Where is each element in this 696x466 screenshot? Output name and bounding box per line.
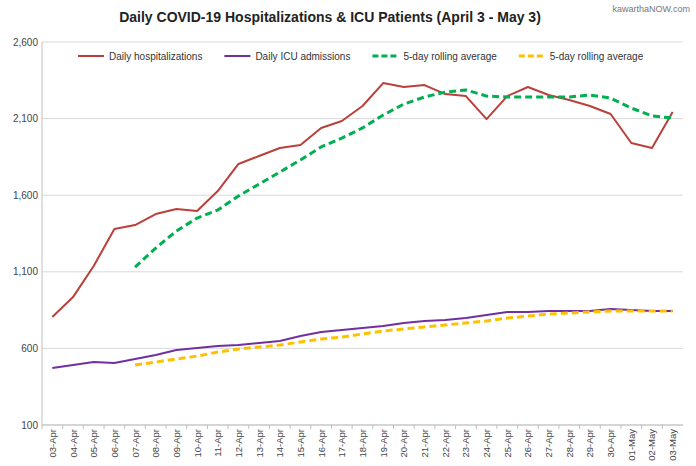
x-tick: [310, 425, 311, 429]
x-tick: [496, 425, 497, 429]
x-tick-label: 27-Apr: [543, 429, 554, 458]
x-tick-label: 11-Apr: [212, 429, 223, 457]
legend-label: Daily ICU admissions: [255, 51, 350, 62]
x-tick-label: 25-Apr: [502, 429, 513, 458]
x-tick: [104, 425, 105, 429]
y-tick-label: 1,600: [13, 190, 38, 201]
x-tick: [166, 425, 167, 429]
x-tick: [393, 425, 394, 429]
x-tick: [228, 425, 229, 429]
x-tick-label: 17-Apr: [336, 429, 347, 458]
y-axis: [42, 42, 43, 425]
x-tick: [186, 425, 187, 429]
x-tick-label: 08-Apr: [150, 429, 161, 458]
x-axis: [42, 425, 683, 426]
x-tick-label: 04-Apr: [68, 429, 79, 458]
x-tick: [83, 425, 84, 429]
x-tick-label: 18-Apr: [357, 429, 368, 458]
y-tick-label: 600: [21, 343, 38, 354]
x-tick-label: 16-Apr: [316, 429, 327, 458]
plot-area: [52, 83, 672, 368]
x-tick: [662, 425, 663, 429]
x-tick: [248, 425, 249, 429]
x-tick: [476, 425, 477, 429]
x-tick: [145, 425, 146, 429]
x-tick-label: 21-Apr: [419, 429, 430, 458]
series-line: [135, 311, 673, 365]
x-tick: [372, 425, 373, 429]
x-tick: [579, 425, 580, 429]
x-tick: [558, 425, 559, 429]
grid-line: [42, 118, 683, 119]
y-tick-label: 2,600: [13, 37, 38, 48]
x-tick: [538, 425, 539, 429]
x-tick-label: 12-Apr: [233, 429, 244, 458]
x-tick-label: 02-May: [646, 429, 657, 461]
x-tick-label: 14-Apr: [274, 429, 285, 458]
x-tick-label: 29-Apr: [584, 429, 595, 458]
x-tick: [290, 425, 291, 429]
x-tick-label: 10-Apr: [192, 429, 203, 458]
x-tick-label: 20-Apr: [398, 429, 409, 458]
x-tick: [269, 425, 270, 429]
x-tick-label: 26-Apr: [522, 429, 533, 458]
x-tick-label: 23-Apr: [460, 429, 471, 458]
x-tick: [62, 425, 63, 429]
series-line: [135, 90, 673, 267]
legend-swatch: [372, 55, 398, 58]
x-tick-label: 13-Apr: [254, 429, 265, 458]
x-tick-label: 01-May: [626, 429, 637, 461]
series-line: [52, 309, 672, 368]
grid-line: [42, 425, 683, 426]
grid-line: [42, 195, 683, 196]
x-tick: [42, 425, 43, 429]
x-tick-label: 19-Apr: [378, 429, 389, 458]
x-tick: [414, 425, 415, 429]
grid-line: [42, 348, 683, 349]
legend-label: 5-day rolling average: [403, 51, 497, 62]
grid-line: [42, 271, 683, 272]
grid-line: [42, 42, 683, 43]
series-line: [52, 83, 672, 317]
x-tick-label: 03-May: [667, 429, 678, 461]
x-tick-label: 28-Apr: [564, 429, 575, 458]
x-tick: [620, 425, 621, 429]
x-tick: [455, 425, 456, 429]
x-tick-label: 03-Apr: [47, 429, 58, 458]
x-tick: [352, 425, 353, 429]
x-tick: [434, 425, 435, 429]
y-tick-label: 1,100: [13, 266, 38, 277]
x-tick-label: 15-Apr: [295, 429, 306, 458]
legend-label: Daily hospitalizations: [109, 51, 202, 62]
y-tick-label: 100: [21, 420, 38, 431]
legend-swatch: [224, 55, 250, 57]
x-tick-label: 07-Apr: [130, 429, 141, 458]
x-tick-label: 09-Apr: [171, 429, 182, 458]
title: Daily COVID-19 Hospitalizations & ICU Pa…: [119, 9, 541, 25]
x-tick-label: 30-Apr: [605, 429, 616, 458]
chart: Daily COVID-19 Hospitalizations & ICU Pa…: [0, 0, 696, 466]
x-tick: [207, 425, 208, 429]
x-tick: [124, 425, 125, 429]
x-tick-label: 05-Apr: [88, 429, 99, 458]
annotation: kawarthaNOW.com: [612, 4, 690, 14]
x-tick: [331, 425, 332, 429]
y-tick-label: 2,100: [13, 113, 38, 124]
legend-swatch: [78, 55, 104, 57]
x-tick-label: 24-Apr: [481, 429, 492, 458]
legend-label: 5-day rolling average: [550, 51, 644, 62]
x-tick-label: 06-Apr: [109, 429, 120, 458]
legend-swatch: [519, 55, 545, 58]
x-tick: [641, 425, 642, 429]
x-tick: [517, 425, 518, 429]
x-tick: [600, 425, 601, 429]
x-tick-label: 22-Apr: [440, 429, 451, 458]
